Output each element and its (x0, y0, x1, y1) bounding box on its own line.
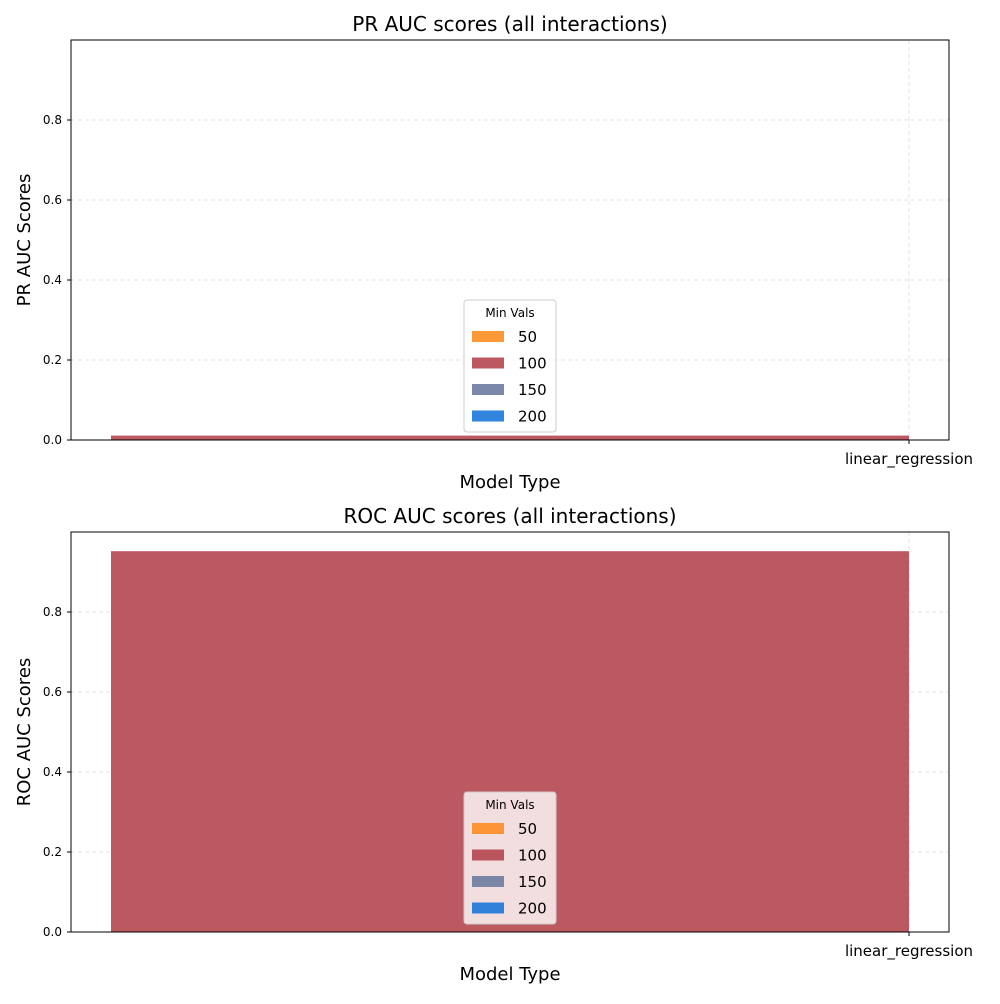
legend-swatch-100 (472, 849, 504, 861)
y-tick-label: 0.8 (43, 605, 62, 619)
chart-panel-2: 0.0 0.2 0.4 0.6 0.8 linear_regression ROC AUC … (14, 504, 973, 985)
legend-swatch-50 (472, 823, 504, 834)
y-axis-label: PR AUC Scores (14, 174, 35, 307)
legend-swatch-50 (472, 331, 504, 342)
legend-swatch-200 (472, 410, 504, 422)
legend-swatch-200 (472, 902, 504, 914)
x-axis-label: Model Type (459, 964, 560, 985)
bar-100-linear_regression (111, 435, 909, 440)
y-tick-label: 0.4 (43, 765, 62, 779)
legend-label-150: 150 (518, 381, 547, 399)
legend-swatch-150 (472, 384, 504, 395)
chart-panel-1: 0.0 0.2 0.4 0.6 0.8 linear_regression PR AUC s… (14, 12, 973, 493)
legend-title: Min Vals (485, 798, 534, 812)
legend-label-100: 100 (518, 355, 547, 373)
legend-label-50: 50 (518, 820, 537, 838)
legend: Min Vals 50 100 150 200 (463, 791, 557, 925)
axes-frame (70, 531, 950, 933)
legend-label-100: 100 (518, 847, 547, 865)
y-tick-label: 0.2 (43, 845, 62, 859)
x-axis-label: Model Type (459, 472, 560, 493)
y-tick-label: 0.4 (43, 273, 62, 287)
chart-title: ROC AUC scores (all interactions) (343, 504, 676, 528)
x-tick-label: linear_regression (845, 450, 973, 469)
y-axis-label: ROC AUC Scores (14, 658, 35, 807)
y-tick-label: 0.0 (43, 433, 62, 447)
legend-title: Min Vals (485, 306, 534, 320)
y-tick-label: 0.8 (43, 113, 62, 127)
y-tick-label: 0.2 (43, 353, 62, 367)
chart-title: PR AUC scores (all interactions) (352, 12, 667, 36)
y-tick-label: 0.0 (43, 925, 62, 939)
legend-label-50: 50 (518, 328, 537, 346)
legend-label-200: 200 (518, 900, 547, 918)
legend: Min Vals 50 100 150 200 (463, 299, 557, 433)
legend-swatch-100 (472, 357, 504, 369)
y-tick-label: 0.6 (43, 685, 62, 699)
x-tick-label: linear_regression (845, 942, 973, 961)
legend-label-200: 200 (518, 408, 547, 426)
legend-label-150: 150 (518, 873, 547, 891)
legend-swatch-150 (472, 876, 504, 887)
axes-frame (70, 39, 950, 441)
y-tick-label: 0.6 (43, 193, 62, 207)
